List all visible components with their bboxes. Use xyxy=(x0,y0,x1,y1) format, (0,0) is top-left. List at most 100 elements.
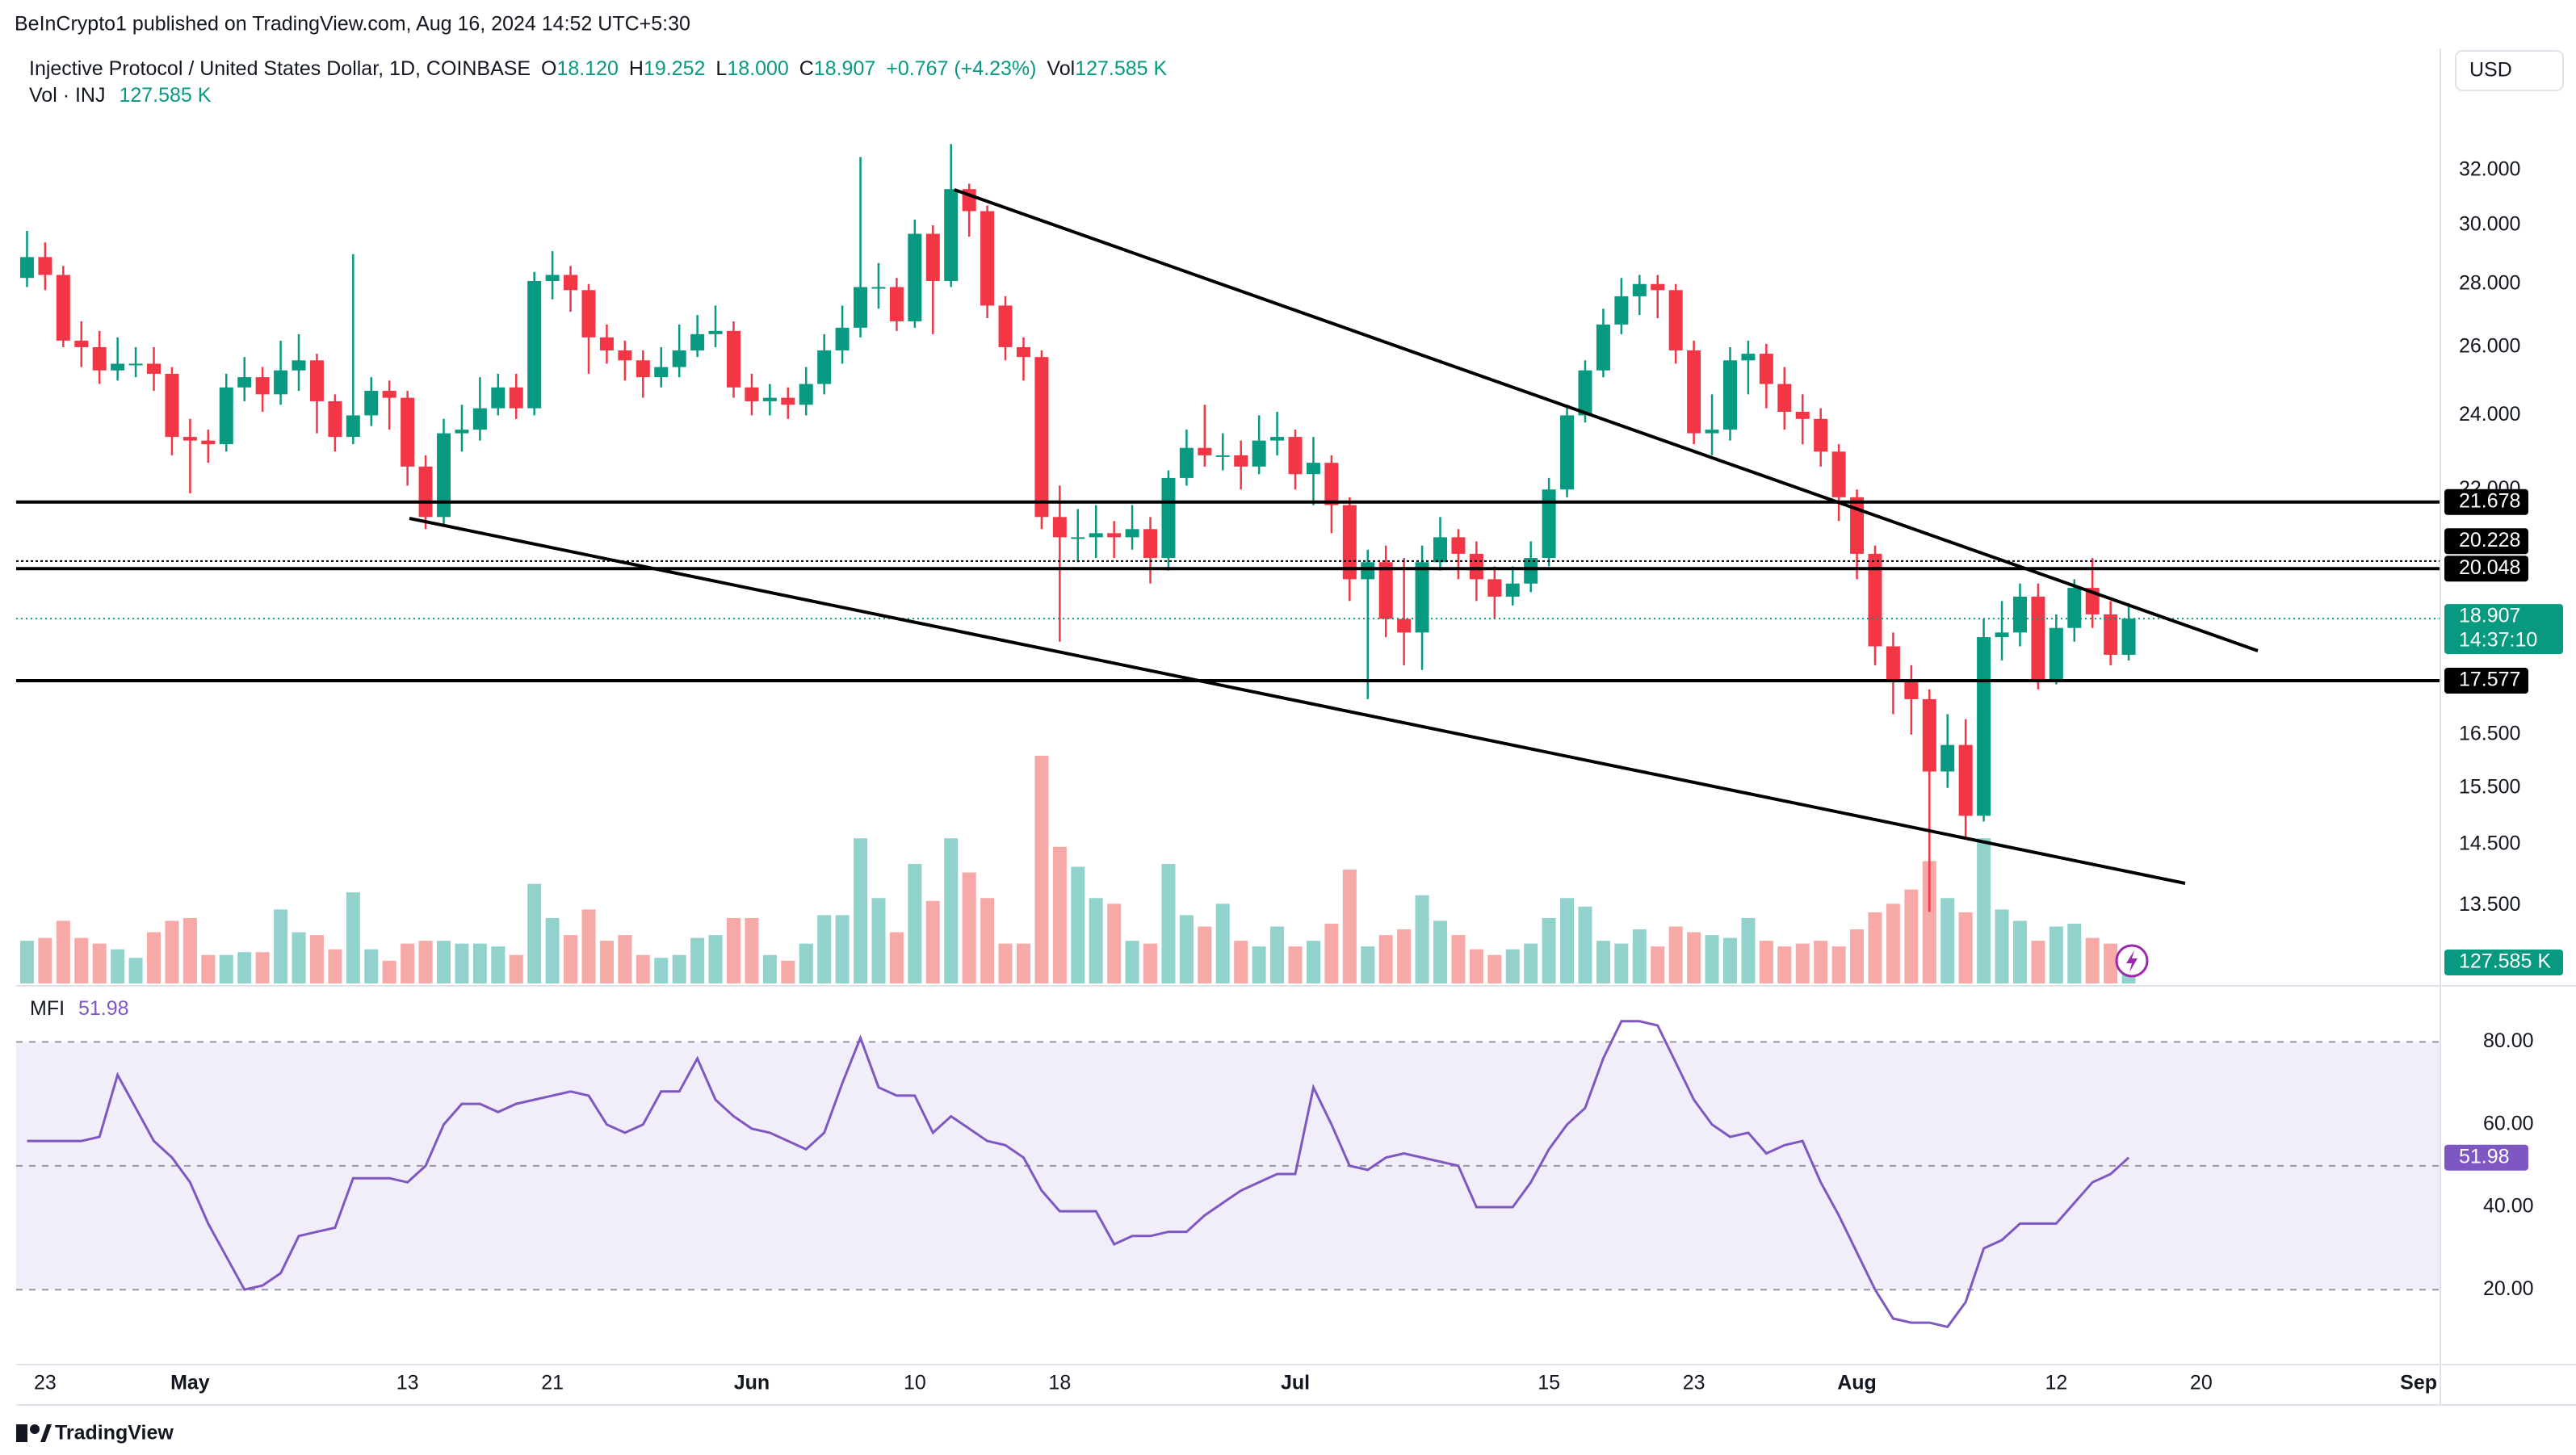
candle-body xyxy=(690,333,705,351)
volume-bar xyxy=(581,909,596,983)
volume-bar xyxy=(1560,898,1575,983)
high-value: 19.252 xyxy=(644,57,705,80)
volume-bar xyxy=(1995,909,2009,983)
volume-bar xyxy=(1795,943,1810,983)
candle-body xyxy=(1089,533,1103,538)
candle-body xyxy=(382,391,396,398)
candle-body xyxy=(871,287,886,289)
candle-body xyxy=(1632,283,1647,296)
volume-bar xyxy=(871,898,886,983)
volume-bar xyxy=(1433,920,1448,983)
candle-body xyxy=(636,360,650,378)
level-label-box xyxy=(2444,528,2528,555)
candle-body xyxy=(527,280,542,409)
candle-body xyxy=(1795,412,1810,419)
volume-bar xyxy=(1071,866,1085,983)
volume-bar xyxy=(237,952,252,983)
candle-body xyxy=(1288,437,1303,475)
x-tick-label: Aug xyxy=(1837,1372,1877,1394)
candle-body xyxy=(1198,447,1212,455)
volume-bar xyxy=(1034,756,1049,983)
candle-body xyxy=(1052,517,1067,538)
volume-bar xyxy=(1089,898,1103,983)
candle-body xyxy=(309,360,324,401)
candle-body xyxy=(1977,637,1991,816)
currency[interactable]: USD xyxy=(2469,59,2512,82)
candle-body xyxy=(56,275,70,341)
candle-body xyxy=(165,373,179,438)
volume-bar xyxy=(2012,920,2027,983)
candle-body xyxy=(1578,370,1592,416)
volume-bar xyxy=(1850,929,1865,983)
candle-body xyxy=(1524,558,1538,584)
event-icon-bolt xyxy=(2126,950,2138,972)
candle-body xyxy=(618,350,632,361)
volume-bar xyxy=(147,932,162,983)
x-tick-label: Sep xyxy=(2400,1372,2437,1394)
volume-bar xyxy=(92,943,107,983)
candle-body xyxy=(509,387,523,409)
candle-body xyxy=(1814,418,1828,452)
volume-bar xyxy=(1814,941,1828,983)
candle-body xyxy=(201,440,216,445)
volume-title: Vol · INJ xyxy=(29,84,105,107)
volume-bar xyxy=(1632,929,1647,983)
candle-body xyxy=(346,415,360,438)
trend-line xyxy=(409,517,2186,885)
volume-bar xyxy=(2031,941,2045,983)
volume-bar xyxy=(509,954,523,983)
candle-body xyxy=(1542,489,1556,559)
volume-bar xyxy=(654,958,669,983)
level-label: 20.228 xyxy=(2459,529,2520,551)
currency-button[interactable] xyxy=(2455,50,2564,91)
indicator-label-box xyxy=(2444,1144,2528,1171)
publish-note: BeInCrypto1 published on TradingView.com… xyxy=(15,13,690,36)
y-tick-label: 16.500 xyxy=(2459,722,2520,744)
volume-bar xyxy=(1378,935,1393,983)
candle-body xyxy=(1759,354,1773,384)
y-tick-label: 40.00 xyxy=(2483,1195,2534,1218)
candle-body xyxy=(726,330,740,388)
candle-body xyxy=(854,287,868,328)
volume-bar xyxy=(165,920,179,983)
volume-bar xyxy=(889,932,904,983)
volume-legend: Vol · INJ 127.585 K xyxy=(29,84,212,107)
logo-mark xyxy=(30,1424,40,1434)
volume-bar xyxy=(618,935,632,983)
candle-body xyxy=(1034,357,1049,518)
open-label: O xyxy=(541,57,556,80)
volume-bar xyxy=(1361,946,1375,983)
volume-bar xyxy=(38,937,52,983)
indicator-value: 51.98 xyxy=(78,997,129,1020)
candle-body xyxy=(2012,596,2027,633)
candle-body xyxy=(925,233,940,281)
volume-bar xyxy=(491,946,506,983)
level-label-box xyxy=(2444,556,2528,582)
close-value: 18.907 xyxy=(814,57,875,80)
volume-bar xyxy=(1596,941,1610,983)
volume-bar xyxy=(1705,935,1719,983)
candle-body xyxy=(1306,463,1320,475)
brand: TradingView xyxy=(55,1422,174,1445)
volume-bar xyxy=(292,932,306,983)
candle-body xyxy=(1722,360,1737,430)
volume-bar xyxy=(472,943,487,983)
volume-bar xyxy=(1868,912,1882,983)
candle-body xyxy=(1668,290,1683,351)
candle-body xyxy=(1687,350,1701,434)
volume-bar xyxy=(564,935,578,983)
volume-bar xyxy=(2067,923,2082,983)
candle-body xyxy=(1433,537,1448,563)
volume-bar xyxy=(1451,935,1466,983)
candle-body xyxy=(1071,537,1085,539)
level-label: 17.577 xyxy=(2459,669,2520,691)
candle-body xyxy=(1741,354,1756,361)
volume-bar xyxy=(1651,946,1665,983)
volume-bar xyxy=(455,943,469,983)
volume-bar xyxy=(781,960,795,983)
volume-bar xyxy=(545,917,560,983)
candle-body xyxy=(654,367,669,378)
volume-bar xyxy=(56,920,70,983)
volume-bar xyxy=(2104,943,2118,983)
